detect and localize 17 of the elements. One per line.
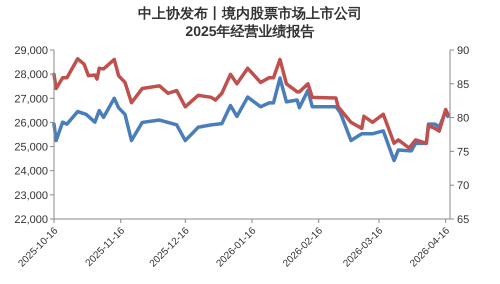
y2-tick-label: 75 [457, 146, 470, 158]
y2-tick-label: 85 [457, 78, 470, 91]
y-tick-label: 28,000 [14, 69, 48, 82]
y-tick-label: 25,000 [14, 142, 48, 154]
line-series [52, 76, 450, 162]
chart-title: 中上协发布丨境内股票市场上市公司 2025年经营业绩报告 [138, 5, 362, 39]
y-tick-label: 22,000 [14, 214, 48, 226]
y2-tick-label: 80 [457, 112, 470, 125]
y-tick-label: 26,000 [14, 117, 48, 130]
y2-tick-label: 70 [457, 180, 470, 192]
y-tick-label: 27,000 [14, 93, 48, 106]
y2-tick-label: 90 [457, 45, 470, 57]
y-tick-label: 23,000 [14, 190, 48, 202]
line-series [52, 57, 450, 150]
y2-tick-label: 65 [457, 214, 470, 226]
y-tick-label: 29,000 [14, 45, 48, 57]
y-tick-label: 24,000 [14, 166, 48, 178]
